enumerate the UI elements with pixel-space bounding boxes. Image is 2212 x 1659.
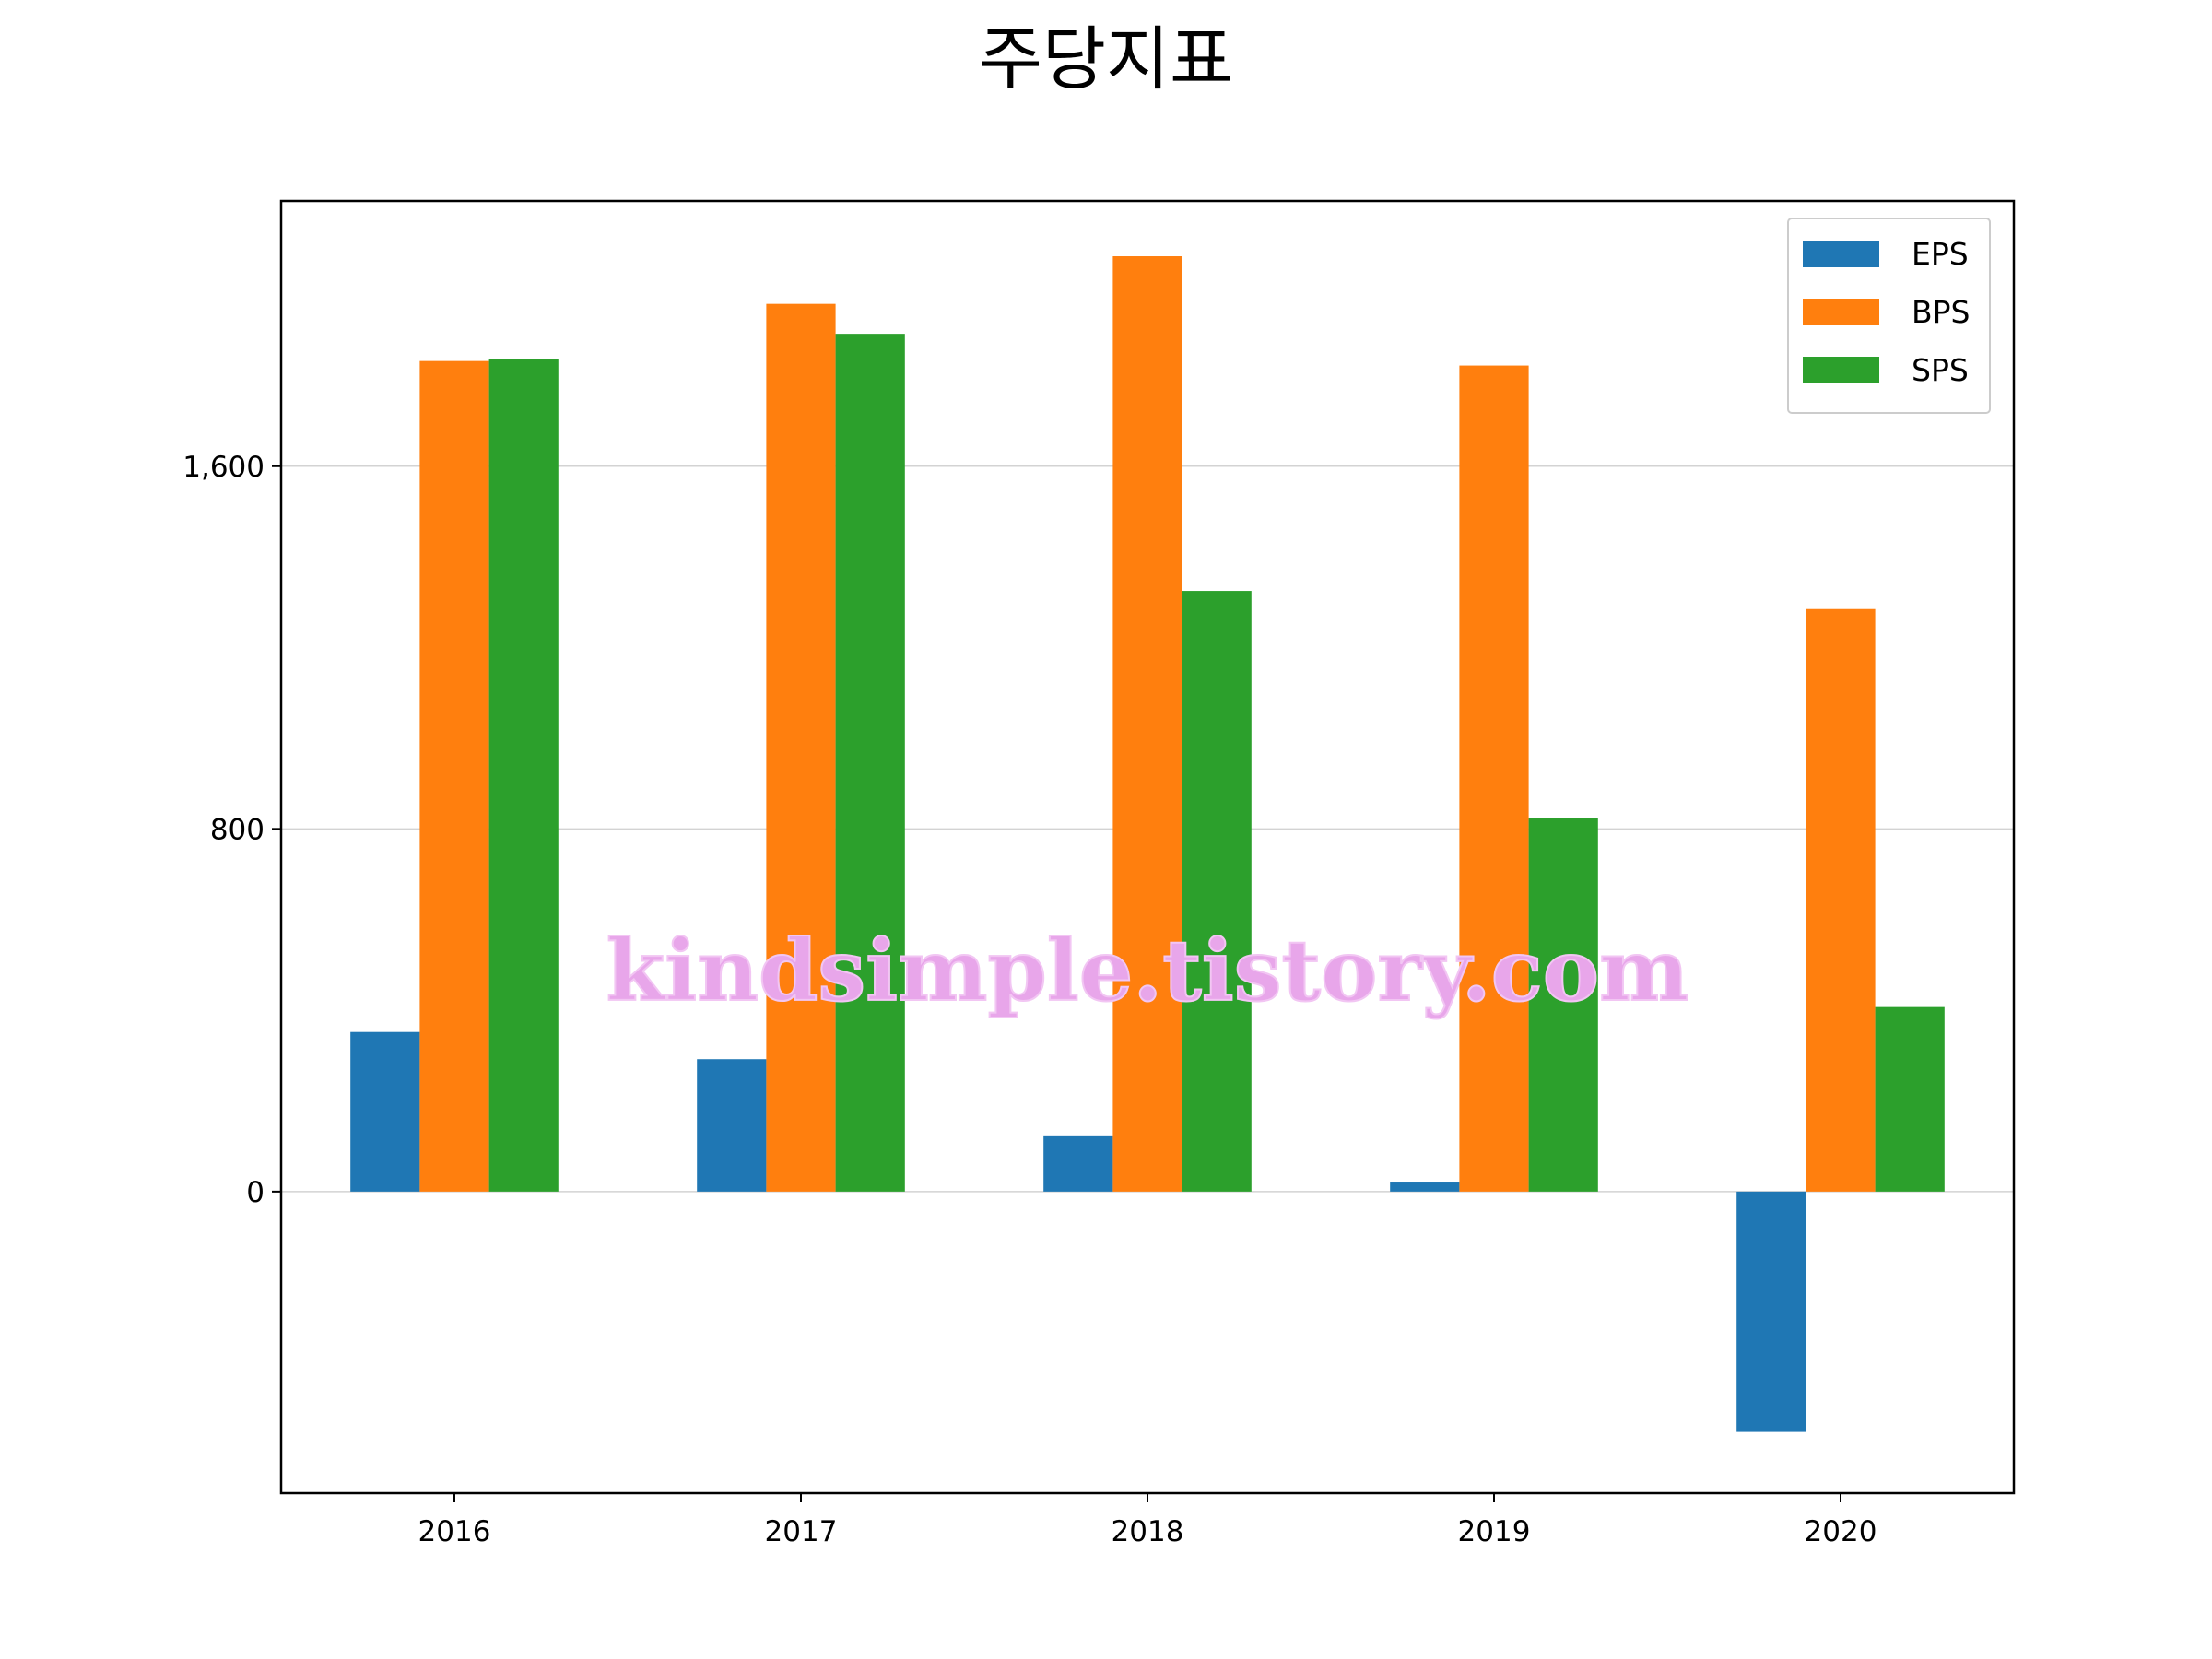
- bar-sps-2018: [1182, 591, 1252, 1192]
- y-axis: 0 800 1,600: [182, 451, 281, 1209]
- bar-sps-2016: [488, 359, 559, 1192]
- bar-bps-2018: [1112, 256, 1182, 1192]
- bar-bps-2016: [419, 360, 489, 1192]
- y-tick-label: 800: [210, 813, 265, 846]
- legend-label-eps: EPS: [1912, 236, 1969, 272]
- x-tick-label: 2020: [1805, 1515, 1877, 1548]
- watermark: kindsimple.tistory.com: [606, 921, 1688, 1020]
- legend-swatch-eps: [1803, 241, 1879, 267]
- legend-label-sps: SPS: [1912, 352, 1969, 388]
- bar-eps-2018: [1043, 1135, 1113, 1192]
- legend-swatch-sps: [1803, 357, 1879, 383]
- x-axis: 2016 2017 2018 2019 2020: [418, 1493, 1877, 1548]
- bar-eps-2020: [1736, 1191, 1806, 1432]
- legend-label-bps: BPS: [1912, 294, 1971, 330]
- bar-sps-2020: [1875, 1006, 1945, 1192]
- legend: EPS BPS SPS: [1787, 218, 1991, 414]
- x-tick-label: 2017: [765, 1515, 838, 1548]
- bar-sps-2019: [1528, 818, 1598, 1192]
- x-tick-label: 2018: [1112, 1515, 1184, 1548]
- chart-title: 주당지표: [979, 18, 1233, 100]
- y-tick-label: 0: [246, 1176, 265, 1209]
- x-tick-label: 2016: [418, 1515, 491, 1548]
- bar-bps-2017: [766, 303, 836, 1192]
- bar-eps-2017: [697, 1059, 767, 1192]
- legend-swatch-bps: [1803, 299, 1879, 325]
- bar-eps-2016: [350, 1031, 420, 1192]
- bar-sps-2017: [835, 334, 905, 1192]
- bars: [350, 256, 1945, 1432]
- y-tick-label: 1,600: [182, 451, 265, 484]
- bar-eps-2019: [1390, 1182, 1460, 1192]
- bar-bps-2020: [1806, 608, 1876, 1192]
- x-tick-label: 2019: [1458, 1515, 1531, 1548]
- bar-bps-2019: [1459, 365, 1529, 1192]
